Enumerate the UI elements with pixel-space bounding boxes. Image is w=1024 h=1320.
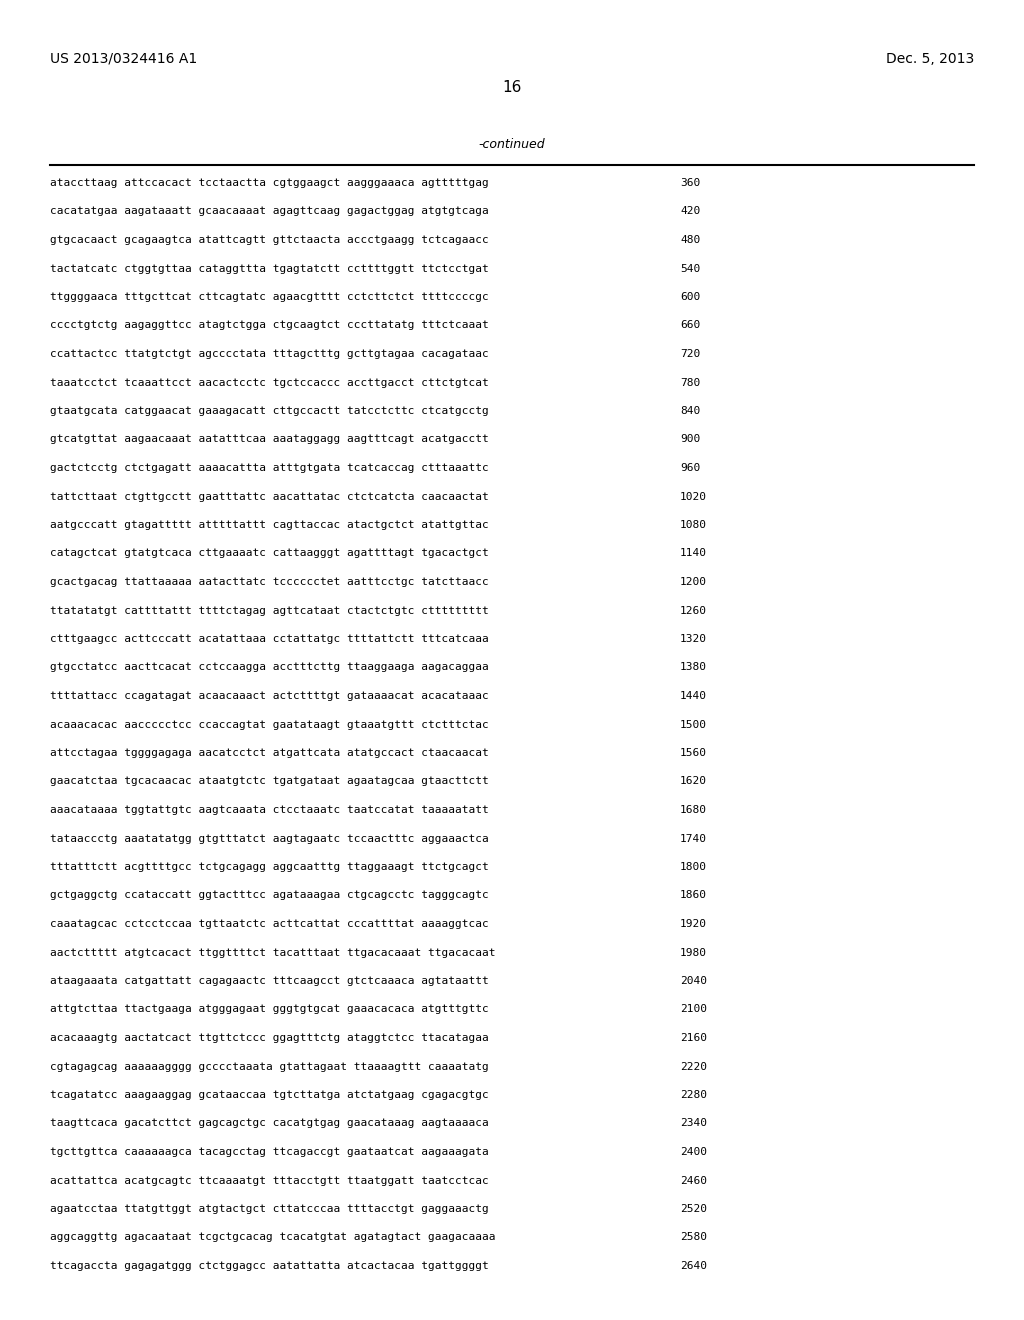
- Text: 360: 360: [680, 178, 700, 187]
- Text: gactctcctg ctctgagatt aaaacattta atttgtgata tcatcaccag ctttaaattc: gactctcctg ctctgagatt aaaacattta atttgtg…: [50, 463, 488, 473]
- Text: 1080: 1080: [680, 520, 707, 531]
- Text: tactatcatc ctggtgttaa cataggttta tgagtatctt ccttttggtt ttctcctgat: tactatcatc ctggtgttaa cataggttta tgagtat…: [50, 264, 488, 273]
- Text: ataagaaata catgattatt cagagaactc tttcaagcct gtctcaaaca agtataattt: ataagaaata catgattatt cagagaactc tttcaag…: [50, 975, 488, 986]
- Text: 480: 480: [680, 235, 700, 246]
- Text: ttatatatgt cattttattt ttttctagag agttcataat ctactctgtc cttttttttt: ttatatatgt cattttattt ttttctagag agttcat…: [50, 606, 488, 615]
- Text: agaatcctaa ttatgttggt atgtactgct cttatcccaa ttttacctgt gaggaaactg: agaatcctaa ttatgttggt atgtactgct cttatcc…: [50, 1204, 488, 1214]
- Text: attgtcttaa ttactgaaga atgggagaat gggtgtgcat gaaacacaca atgtttgttc: attgtcttaa ttactgaaga atgggagaat gggtgtg…: [50, 1005, 488, 1015]
- Text: acacaaagtg aactatcact ttgttctccc ggagtttctg ataggtctcc ttacatagaa: acacaaagtg aactatcact ttgttctccc ggagttt…: [50, 1034, 488, 1043]
- Text: ttcagaccta gagagatggg ctctggagcc aatattatta atcactacaa tgattggggt: ttcagaccta gagagatggg ctctggagcc aatatta…: [50, 1261, 488, 1271]
- Text: gctgaggctg ccataccatt ggtactttcc agataaagaa ctgcagcctc tagggcagtc: gctgaggctg ccataccatt ggtactttcc agataaa…: [50, 891, 488, 900]
- Text: 2160: 2160: [680, 1034, 707, 1043]
- Text: 2580: 2580: [680, 1233, 707, 1242]
- Text: gtgcctatcc aacttcacat cctccaagga acctttcttg ttaaggaaga aagacaggaa: gtgcctatcc aacttcacat cctccaagga acctttc…: [50, 663, 488, 672]
- Text: 2460: 2460: [680, 1176, 707, 1185]
- Text: 1740: 1740: [680, 833, 707, 843]
- Text: 2640: 2640: [680, 1261, 707, 1271]
- Text: acaaacacac aaccccctcc ccaccagtat gaatataagt gtaaatgttt ctctttctac: acaaacacac aaccccctcc ccaccagtat gaatata…: [50, 719, 488, 730]
- Text: 1260: 1260: [680, 606, 707, 615]
- Text: 600: 600: [680, 292, 700, 302]
- Text: caaatagcac cctcctccaa tgttaatctc acttcattat cccattttat aaaaggtcac: caaatagcac cctcctccaa tgttaatctc acttcat…: [50, 919, 488, 929]
- Text: 540: 540: [680, 264, 700, 273]
- Text: -continued: -continued: [478, 139, 546, 150]
- Text: ttggggaaca tttgcttcat cttcagtatc agaacgtttt cctcttctct ttttccccgc: ttggggaaca tttgcttcat cttcagtatc agaacgt…: [50, 292, 488, 302]
- Text: tattcttaat ctgttgcctt gaatttattc aacattatac ctctcatcta caacaactat: tattcttaat ctgttgcctt gaatttattc aacatta…: [50, 491, 488, 502]
- Text: taagttcaca gacatcttct gagcagctgc cacatgtgag gaacataaag aagtaaaaca: taagttcaca gacatcttct gagcagctgc cacatgt…: [50, 1118, 488, 1129]
- Text: tcagatatcc aaagaaggag gcataaccaa tgtcttatga atctatgaag cgagacgtgc: tcagatatcc aaagaaggag gcataaccaa tgtctta…: [50, 1090, 488, 1100]
- Text: 1320: 1320: [680, 634, 707, 644]
- Text: 2340: 2340: [680, 1118, 707, 1129]
- Text: 1980: 1980: [680, 948, 707, 957]
- Text: 1440: 1440: [680, 690, 707, 701]
- Text: 720: 720: [680, 348, 700, 359]
- Text: 1200: 1200: [680, 577, 707, 587]
- Text: tgcttgttca caaaaaagca tacagcctag ttcagaccgt gaataatcat aagaaagata: tgcttgttca caaaaaagca tacagcctag ttcagac…: [50, 1147, 488, 1158]
- Text: aggcaggttg agacaataat tcgctgcacag tcacatgtat agatagtact gaagacaaaa: aggcaggttg agacaataat tcgctgcacag tcacat…: [50, 1233, 496, 1242]
- Text: cccctgtctg aagaggttcc atagtctgga ctgcaagtct cccttatatg tttctcaaat: cccctgtctg aagaggttcc atagtctgga ctgcaag…: [50, 321, 488, 330]
- Text: aatgcccatt gtagattttt atttttattt cagttaccac atactgctct atattgttac: aatgcccatt gtagattttt atttttattt cagttac…: [50, 520, 488, 531]
- Text: 2280: 2280: [680, 1090, 707, 1100]
- Text: ctttgaagcc acttcccatt acatattaaa cctattatgc ttttattctt tttcatcaaa: ctttgaagcc acttcccatt acatattaaa cctatta…: [50, 634, 488, 644]
- Text: US 2013/0324416 A1: US 2013/0324416 A1: [50, 51, 198, 66]
- Text: acattattca acatgcagtc ttcaaaatgt tttacctgtt ttaatggatt taatcctcac: acattattca acatgcagtc ttcaaaatgt tttacct…: [50, 1176, 488, 1185]
- Text: 1620: 1620: [680, 776, 707, 787]
- Text: gtgcacaact gcagaagtca atattcagtt gttctaacta accctgaagg tctcagaacc: gtgcacaact gcagaagtca atattcagtt gttctaa…: [50, 235, 488, 246]
- Text: 780: 780: [680, 378, 700, 388]
- Text: 2520: 2520: [680, 1204, 707, 1214]
- Text: aaacataaaa tggtattgtc aagtcaaata ctcctaaatc taatccatat taaaaatatt: aaacataaaa tggtattgtc aagtcaaata ctcctaa…: [50, 805, 488, 814]
- Text: 16: 16: [503, 81, 521, 95]
- Text: 2040: 2040: [680, 975, 707, 986]
- Text: 1380: 1380: [680, 663, 707, 672]
- Text: tataaccctg aaatatatgg gtgtttatct aagtagaatc tccaactttc aggaaactca: tataaccctg aaatatatgg gtgtttatct aagtaga…: [50, 833, 488, 843]
- Text: 2400: 2400: [680, 1147, 707, 1158]
- Text: cgtagagcag aaaaaagggg gcccctaaata gtattagaat ttaaaagttt caaaatatg: cgtagagcag aaaaaagggg gcccctaaata gtatta…: [50, 1061, 488, 1072]
- Text: ttttattacc ccagatagat acaacaaact actcttttgt gataaaacat acacataaac: ttttattacc ccagatagat acaacaaact actcttt…: [50, 690, 488, 701]
- Text: 420: 420: [680, 206, 700, 216]
- Text: 900: 900: [680, 434, 700, 445]
- Text: 2220: 2220: [680, 1061, 707, 1072]
- Text: 840: 840: [680, 407, 700, 416]
- Text: 1800: 1800: [680, 862, 707, 873]
- Text: 1560: 1560: [680, 748, 707, 758]
- Text: gtcatgttat aagaacaaat aatatttcaa aaataggagg aagtttcagt acatgacctt: gtcatgttat aagaacaaat aatatttcaa aaatagg…: [50, 434, 488, 445]
- Text: 1680: 1680: [680, 805, 707, 814]
- Text: 2100: 2100: [680, 1005, 707, 1015]
- Text: 660: 660: [680, 321, 700, 330]
- Text: tttatttctt acgttttgcc tctgcagagg aggcaatttg ttaggaaagt ttctgcagct: tttatttctt acgttttgcc tctgcagagg aggcaat…: [50, 862, 488, 873]
- Text: gaacatctaa tgcacaacac ataatgtctc tgatgataat agaatagcaa gtaacttctt: gaacatctaa tgcacaacac ataatgtctc tgatgat…: [50, 776, 488, 787]
- Text: catagctcat gtatgtcaca cttgaaaatc cattaagggt agattttagt tgacactgct: catagctcat gtatgtcaca cttgaaaatc cattaag…: [50, 549, 488, 558]
- Text: 960: 960: [680, 463, 700, 473]
- Text: gtaatgcata catggaacat gaaagacatt cttgccactt tatcctcttc ctcatgcctg: gtaatgcata catggaacat gaaagacatt cttgcca…: [50, 407, 488, 416]
- Text: ataccttaag attccacact tcctaactta cgtggaagct aagggaaaca agtttttgag: ataccttaag attccacact tcctaactta cgtggaa…: [50, 178, 488, 187]
- Text: attcctagaa tggggagaga aacatcctct atgattcata atatgccact ctaacaacat: attcctagaa tggggagaga aacatcctct atgattc…: [50, 748, 488, 758]
- Text: 1500: 1500: [680, 719, 707, 730]
- Text: 1020: 1020: [680, 491, 707, 502]
- Text: taaatcctct tcaaattcct aacactcctc tgctccaccc accttgacct cttctgtcat: taaatcctct tcaaattcct aacactcctc tgctcca…: [50, 378, 488, 388]
- Text: cacatatgaa aagataaatt gcaacaaaat agagttcaag gagactggag atgtgtcaga: cacatatgaa aagataaatt gcaacaaaat agagttc…: [50, 206, 488, 216]
- Text: 1920: 1920: [680, 919, 707, 929]
- Text: aactcttttt atgtcacact ttggttttct tacatttaat ttgacacaaat ttgacacaat: aactcttttt atgtcacact ttggttttct tacattt…: [50, 948, 496, 957]
- Text: 1140: 1140: [680, 549, 707, 558]
- Text: 1860: 1860: [680, 891, 707, 900]
- Text: Dec. 5, 2013: Dec. 5, 2013: [886, 51, 974, 66]
- Text: gcactgacag ttattaaaaa aatacttatc tcccccctet aatttcctgc tatcttaacc: gcactgacag ttattaaaaa aatacttatc tcccccc…: [50, 577, 488, 587]
- Text: ccattactcc ttatgtctgt agcccctata tttagctttg gcttgtagaa cacagataac: ccattactcc ttatgtctgt agcccctata tttagct…: [50, 348, 488, 359]
